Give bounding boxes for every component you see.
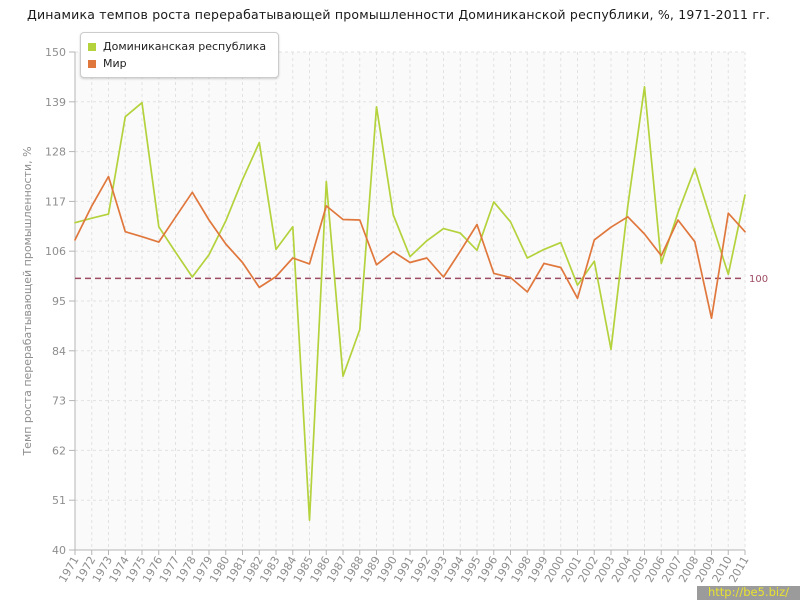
y-tick-label: 40 xyxy=(52,544,66,557)
y-tick-label: 51 xyxy=(52,494,66,507)
chart-title: Динамика темпов роста перерабатывающей п… xyxy=(27,7,771,22)
legend-swatch-dominican-republic xyxy=(88,42,96,51)
legend-label-world: Мир xyxy=(103,57,127,70)
y-tick-label: 84 xyxy=(52,345,66,358)
y-tick-label: 106 xyxy=(45,245,66,258)
y-tick-label: 128 xyxy=(45,146,66,159)
legend-label-dominican-republic: Доминиканская республика xyxy=(103,40,267,53)
watermark-link[interactable]: http://be5.biz/ xyxy=(697,585,800,600)
legend-swatch-world xyxy=(88,59,96,68)
reference-line-label: 100 xyxy=(749,274,768,285)
y-tick-label: 73 xyxy=(52,395,66,408)
y-axis-title: Темп роста перерабатывающей промышленнос… xyxy=(21,146,34,456)
legend-item-world[interactable]: Мир xyxy=(88,55,266,72)
series-line-dominican-republic[interactable] xyxy=(74,86,746,521)
y-tick-label: 117 xyxy=(45,195,66,208)
series-line-world[interactable] xyxy=(74,175,746,320)
y-tick-label: 139 xyxy=(45,96,66,109)
legend: Доминиканская республика Мир xyxy=(80,32,280,78)
y-tick-label: 95 xyxy=(52,295,66,308)
y-tick-label: 62 xyxy=(52,444,66,457)
y-tick-label: 150 xyxy=(45,46,66,59)
legend-item-dominican-republic[interactable]: Доминиканская республика xyxy=(88,38,266,55)
